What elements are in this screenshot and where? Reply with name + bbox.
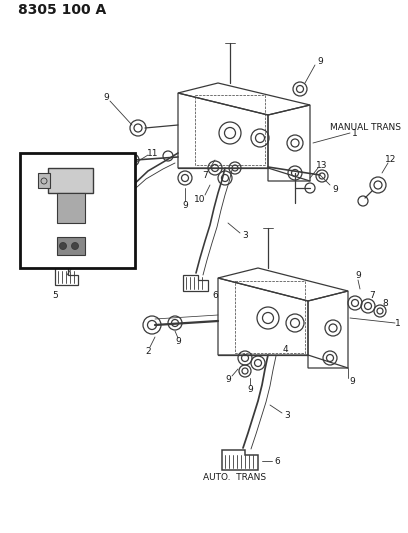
Circle shape bbox=[60, 243, 67, 249]
Bar bbox=[38, 173, 50, 188]
Text: 9: 9 bbox=[247, 384, 253, 393]
Text: 4: 4 bbox=[77, 184, 83, 193]
Circle shape bbox=[71, 243, 78, 249]
Text: AUTO.  TRANS: AUTO. TRANS bbox=[204, 473, 266, 482]
Bar bbox=[57, 237, 85, 255]
Text: 1: 1 bbox=[395, 319, 401, 327]
Text: 9: 9 bbox=[317, 56, 323, 66]
Text: MANUAL TRANS: MANUAL TRANS bbox=[330, 124, 401, 133]
Text: 8305 100 A: 8305 100 A bbox=[18, 3, 106, 17]
Text: 7: 7 bbox=[202, 171, 208, 180]
Text: 13: 13 bbox=[316, 160, 328, 169]
Text: 5: 5 bbox=[52, 290, 58, 300]
Text: 9: 9 bbox=[103, 93, 109, 101]
Bar bbox=[20, 153, 135, 268]
Text: 9: 9 bbox=[355, 271, 361, 279]
Text: 9: 9 bbox=[175, 337, 181, 346]
Text: 6: 6 bbox=[274, 456, 280, 465]
Text: 8: 8 bbox=[382, 298, 388, 308]
Bar bbox=[57, 193, 85, 223]
Text: 11: 11 bbox=[147, 149, 159, 157]
Text: 2: 2 bbox=[145, 346, 151, 356]
Text: 10: 10 bbox=[194, 195, 206, 204]
Text: 6: 6 bbox=[212, 290, 218, 300]
Text: 3: 3 bbox=[242, 231, 248, 240]
Text: 1: 1 bbox=[352, 128, 358, 138]
Text: 4: 4 bbox=[282, 345, 288, 354]
Text: 9: 9 bbox=[182, 200, 188, 209]
Bar bbox=[48, 168, 93, 193]
Text: 12: 12 bbox=[385, 156, 397, 165]
Text: 9: 9 bbox=[349, 376, 355, 385]
Text: 3: 3 bbox=[284, 410, 290, 419]
Text: 7: 7 bbox=[369, 290, 375, 300]
Text: 9: 9 bbox=[332, 184, 338, 193]
Text: 9: 9 bbox=[225, 375, 231, 384]
